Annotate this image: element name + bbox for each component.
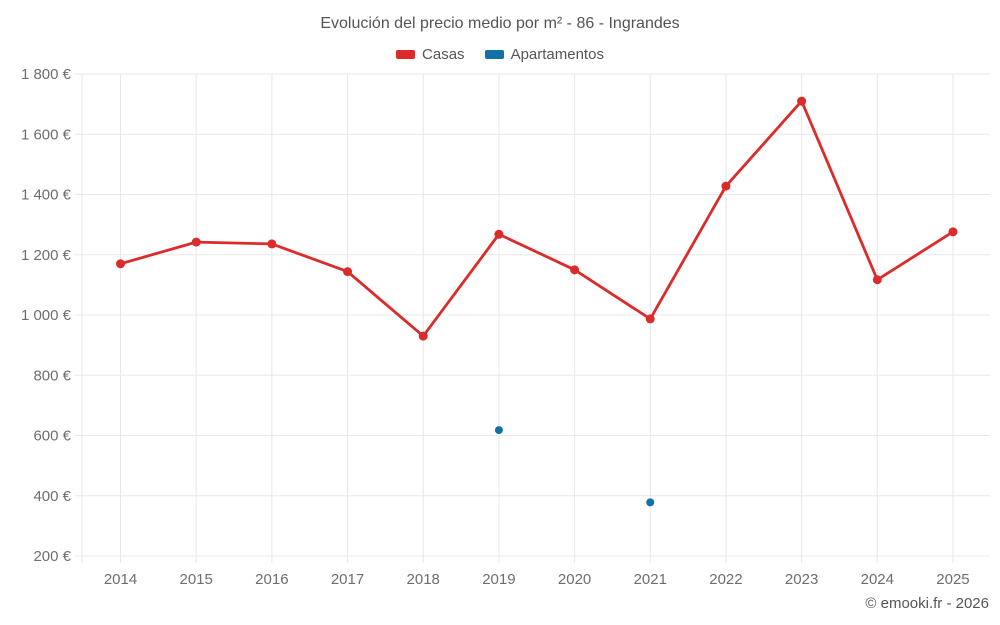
data-point-casas-2022 xyxy=(721,181,731,191)
y-axis-tick-label: 800 € xyxy=(33,367,71,384)
data-point-casas-2014 xyxy=(116,259,125,269)
data-point-apartamentos-2021 xyxy=(646,498,655,507)
data-point-casas-2016 xyxy=(267,239,277,249)
data-point-casas-2021 xyxy=(645,314,655,324)
x-axis-tick-label: 2017 xyxy=(331,571,364,588)
y-axis-tick-label: 1 200 € xyxy=(21,247,72,264)
chart-title: Evolución del precio medio por m² - 86 -… xyxy=(320,15,680,32)
x-axis-tick-label: 2014 xyxy=(104,571,137,588)
x-axis-tick-label: 2021 xyxy=(634,571,667,588)
apartamentos-legend-swatch-icon xyxy=(484,50,504,59)
y-axis-tick-label: 200 € xyxy=(33,548,71,565)
legend-label-casas: Casas xyxy=(422,46,465,63)
data-point-casas-2015 xyxy=(191,237,201,247)
data-point-casas-2018 xyxy=(418,331,428,341)
data-point-casas-2020 xyxy=(570,265,580,275)
chart-legend: Casas Apartamentos xyxy=(0,46,1000,63)
x-axis-tick-label: 2016 xyxy=(255,571,288,588)
x-axis-tick-label: 2023 xyxy=(785,571,818,588)
x-axis-tick-label: 2025 xyxy=(936,571,969,588)
data-point-casas-2019 xyxy=(494,229,504,239)
series-line-casas xyxy=(119,99,955,338)
attribution-text: © emooki.fr - 2026 xyxy=(865,595,989,612)
x-axis-tick-label: 2022 xyxy=(709,571,742,588)
x-axis-tick-label: 2018 xyxy=(407,571,440,588)
data-point-casas-2024 xyxy=(872,275,882,285)
y-axis-tick-label: 1 600 € xyxy=(21,126,72,143)
data-point-casas-2025 xyxy=(948,227,958,237)
legend-label-apartamentos: Apartamentos xyxy=(510,46,604,63)
y-axis-tick-label: 1 000 € xyxy=(21,307,72,324)
casas-legend-swatch-icon xyxy=(396,50,416,59)
data-point-apartamentos-2019 xyxy=(494,426,503,435)
data-point-casas-2017 xyxy=(343,267,353,277)
x-axis-tick-label: 2020 xyxy=(558,571,591,588)
y-axis-tick-label: 1 800 € xyxy=(21,66,72,83)
x-axis-tick-label: 2015 xyxy=(179,571,212,588)
x-axis-tick-label: 2024 xyxy=(861,571,894,588)
legend-item-apartamentos[interactable]: Apartamentos xyxy=(484,46,604,63)
legend-item-casas[interactable]: Casas xyxy=(396,46,465,63)
x-axis-tick-label: 2019 xyxy=(482,571,515,588)
y-axis-tick-label: 400 € xyxy=(33,488,71,505)
y-axis-tick-label: 600 € xyxy=(33,428,71,445)
y-axis-tick-label: 1 400 € xyxy=(21,187,72,204)
data-point-casas-2023 xyxy=(797,96,807,106)
